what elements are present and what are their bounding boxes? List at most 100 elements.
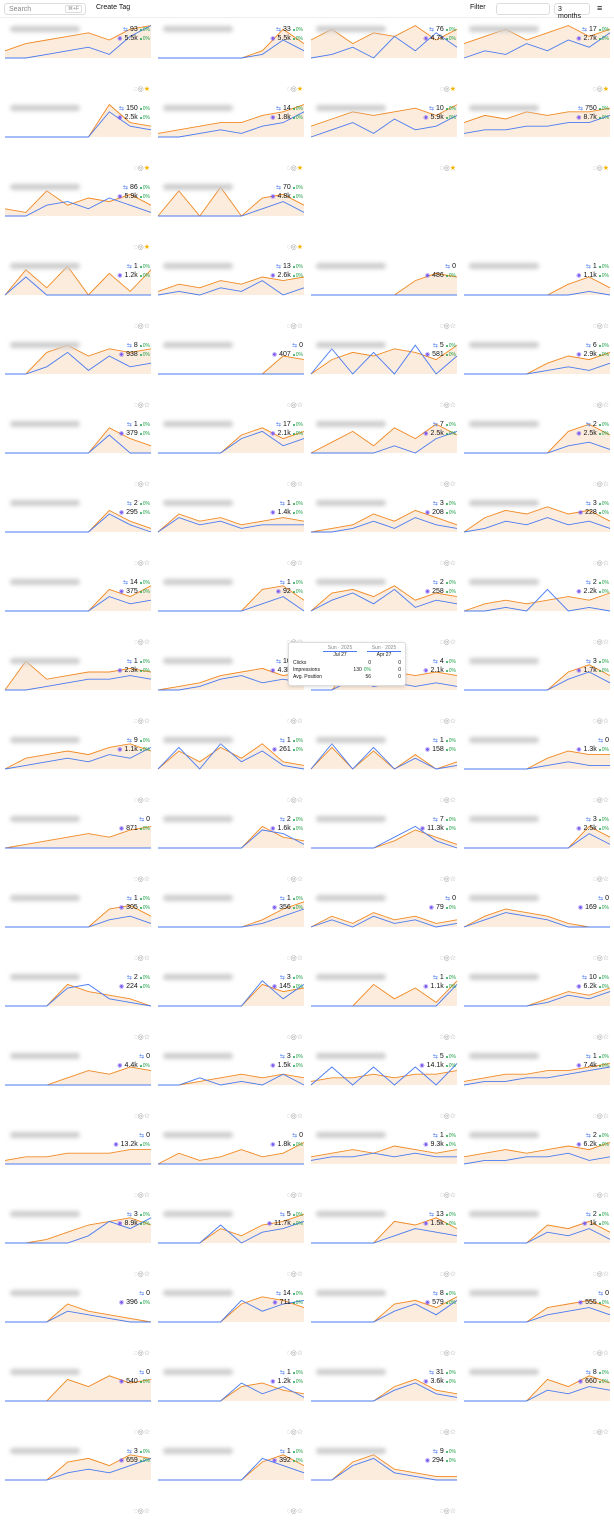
site-card[interactable]: ⇆ 31 0% ◉ 3.6k 0% ◌◎☆ <box>310 1363 458 1441</box>
site-card[interactable]: ⇆ 0 ◉ 407 0% ◌◎☆ <box>157 336 305 414</box>
site-card[interactable]: ⇆ 13 0% ◉ 1.5k 0% ◌◎☆ <box>310 1205 458 1283</box>
star-icon[interactable]: ☆ <box>296 1508 303 1515</box>
star-icon[interactable]: ☆ <box>296 1034 303 1041</box>
star-icon[interactable]: ☆ <box>143 1350 150 1357</box>
site-card[interactable]: ⇆ 2 0% ◉ 1.6k 0% ◌◎☆ <box>157 810 305 888</box>
site-card[interactable]: ⇆ 7 0% ◉ 2.5k 0% ◌◎☆ <box>310 415 458 493</box>
star-icon[interactable]: ☆ <box>449 323 456 330</box>
site-card[interactable]: ⇆ 9 0% ◉ 294 0% ◌◎☆ <box>310 1442 458 1520</box>
star-icon[interactable]: ☆ <box>143 797 150 804</box>
site-card[interactable]: ⇆ 1 0% ◉ 261 0% ◌◎☆ <box>157 731 305 809</box>
site-card[interactable]: ⇆ 2 0% ◉ 6.2k 0% ◌◎☆ <box>463 1126 611 1204</box>
star-icon[interactable]: ☆ <box>296 402 303 409</box>
star-icon[interactable]: ☆ <box>296 323 303 330</box>
site-card[interactable]: ⇆ 1 0% ◉ 158 0% ◌◎☆ <box>310 731 458 809</box>
site-card[interactable]: ⇆ 14 0% ◉ 1.8k 0% ◌◎★ <box>157 99 305 177</box>
star-icon[interactable]: ☆ <box>602 1034 609 1041</box>
star-icon[interactable]: ☆ <box>449 560 456 567</box>
filter-button[interactable]: Filter <box>470 4 486 11</box>
site-card[interactable]: ⇆ 3 0% ◉ 1.5k 0% ◌◎☆ <box>157 1047 305 1125</box>
site-card[interactable]: ⇆ 150 0% ◉ 2.5k 0% ◌◎★ <box>4 99 152 177</box>
star-icon[interactable]: ★ <box>296 244 303 251</box>
star-icon[interactable]: ★ <box>602 86 609 93</box>
star-icon[interactable]: ☆ <box>143 1429 150 1436</box>
site-card[interactable]: ⇆ 76 0% ◉ 4.7k 0% ◌◎★ <box>310 20 458 98</box>
site-card[interactable]: ⇆ 3 0% ◉ 659 0% ◌◎☆ <box>4 1442 152 1520</box>
star-icon[interactable]: ☆ <box>602 876 609 883</box>
star-icon[interactable]: ☆ <box>602 1113 609 1120</box>
site-card[interactable]: ⇆ 3 0% ◉ 228 0% ◌◎☆ <box>463 494 611 572</box>
site-card[interactable]: ⇆ 10 0% ◉ 6.2k 0% ◌◎☆ <box>463 968 611 1046</box>
star-icon[interactable]: ★ <box>143 86 150 93</box>
star-icon[interactable]: ☆ <box>602 1271 609 1278</box>
site-card[interactable]: ⇆ 93 0% ◉ 5.5k 0% ◌◎★ <box>4 20 152 98</box>
star-icon[interactable]: ☆ <box>296 1113 303 1120</box>
menu-button[interactable]: ≡ <box>597 3 603 13</box>
star-icon[interactable]: ☆ <box>296 1192 303 1199</box>
star-icon[interactable]: ☆ <box>296 1350 303 1357</box>
site-card[interactable]: ⇆ 1 0% ◉ 2.3k 0% ◌◎☆ <box>4 652 152 730</box>
site-card[interactable]: ⇆ 17 0% ◉ 2.1k 0% ◌◎☆ <box>157 415 305 493</box>
site-card[interactable]: ⇆ 5 0% ◉ 14.1k 0% ◌◎☆ <box>310 1047 458 1125</box>
star-icon[interactable]: ☆ <box>602 639 609 646</box>
site-card[interactable]: ⇆ 0 ◉ 396 0% ◌◎☆ <box>4 1284 152 1362</box>
star-icon[interactable]: ☆ <box>602 797 609 804</box>
site-card[interactable]: ⇆ 3 0% ◉ 208 0% ◌◎☆ <box>310 494 458 572</box>
site-card[interactable]: ⇆ 70 0% ◉ 4.8k 0% ◌◎★ <box>157 178 305 256</box>
site-card[interactable]: ⇆ 0 ◉ 540 0% ◌◎☆ <box>4 1363 152 1441</box>
star-icon[interactable]: ☆ <box>449 1113 456 1120</box>
star-icon[interactable]: ☆ <box>602 402 609 409</box>
site-card[interactable]: ⇆ 1 0% ◉ 7.4k 0% ◌◎☆ <box>463 1047 611 1125</box>
site-card[interactable]: ⇆ 86 0% ◉ 5.9k 0% ◌◎★ <box>4 178 152 256</box>
star-icon[interactable]: ☆ <box>143 1271 150 1278</box>
star-icon[interactable]: ☆ <box>449 1508 456 1515</box>
site-card[interactable]: ⇆ 14 0% ◉ 711 0% ◌◎☆ <box>157 1284 305 1362</box>
star-icon[interactable]: ☆ <box>449 402 456 409</box>
star-icon[interactable]: ☆ <box>143 560 150 567</box>
site-card[interactable]: ⇆ 5 0% ◉ 581 0% ◌◎☆ <box>310 336 458 414</box>
site-card[interactable]: ⇆ 2 0% ◉ 2.2k 0% ◌◎☆ <box>463 573 611 651</box>
star-icon[interactable]: ☆ <box>296 797 303 804</box>
star-icon[interactable]: ☆ <box>449 1350 456 1357</box>
star-icon[interactable]: ★ <box>296 165 303 172</box>
site-card[interactable]: ⇆ 2 0% ◉ 2.5k 0% ◌◎☆ <box>463 415 611 493</box>
site-card[interactable]: ⇆ 1 0% ◉ 1.2k 0% ◌◎☆ <box>4 257 152 335</box>
site-card[interactable]: ⇆ 0 ◉ 79 0% ◌◎☆ <box>310 889 458 967</box>
star-icon[interactable]: ☆ <box>143 718 150 725</box>
site-card[interactable]: ⇆ 8 0% ◉ 579 0% ◌◎☆ <box>310 1284 458 1362</box>
site-card[interactable]: ⇆ 1 0% ◉ 392 0% ◌◎☆ <box>157 1442 305 1520</box>
site-card[interactable]: ⇆ 33 0% ◉ 5.5k 0% ◌◎★ <box>157 20 305 98</box>
site-card[interactable]: ⇆ 1 0% ◉ 1.2k 0% ◌◎☆ <box>157 1363 305 1441</box>
site-card[interactable]: ⇆ 1 0% ◉ 356 0% ◌◎☆ <box>157 889 305 967</box>
star-icon[interactable]: ☆ <box>602 718 609 725</box>
site-card[interactable]: ⇆ 0 ◉ 4.4k 0% ◌◎☆ <box>4 1047 152 1125</box>
site-card[interactable]: ⇆ 0 ◉ 1.8k 0% ◌◎☆ <box>157 1126 305 1204</box>
site-card[interactable]: ⇆ 13 0% ◉ 2.6k 0% ◌◎☆ <box>157 257 305 335</box>
site-card[interactable]: ⇆ 0 ◉ 555 0% ◌◎☆ <box>463 1284 611 1362</box>
site-card[interactable]: ⇆ 1 0% ◉ 305 0% ◌◎☆ <box>4 889 152 967</box>
site-card[interactable]: ⇆ 2 0% ◉ 1k 0% ◌◎☆ <box>463 1205 611 1283</box>
star-icon[interactable]: ☆ <box>449 481 456 488</box>
star-icon[interactable]: ☆ <box>143 639 150 646</box>
star-icon[interactable]: ☆ <box>296 718 303 725</box>
site-card[interactable]: ⇆ 6 0% ◉ 2.9k 0% ◌◎☆ <box>463 336 611 414</box>
site-card[interactable]: ⇆ 3 0% ◉ 2.5k 0% ◌◎☆ <box>463 810 611 888</box>
star-icon[interactable]: ☆ <box>449 1271 456 1278</box>
site-card[interactable]: ⇆100%◉4.3k0%◌◎☆ <box>157 652 305 730</box>
star-icon[interactable]: ☆ <box>143 402 150 409</box>
site-card[interactable]: ⇆ 3 0% ◉ 8.9k 0% ◌◎☆ <box>4 1205 152 1283</box>
site-card[interactable]: ⇆ 10 0% ◉ 5.9k 0% ◌◎★ <box>310 99 458 177</box>
site-card[interactable]: ⇆ 750 0% ◉ 8.7k 0% ◌◎★ <box>463 99 611 177</box>
site-card[interactable]: ⇆ 0 ◉ 871 0% ◌◎☆ <box>4 810 152 888</box>
site-card[interactable]: ⇆ 14 0% ◉ 375 0% ◌◎☆ <box>4 573 152 651</box>
star-icon[interactable]: ☆ <box>296 1271 303 1278</box>
site-card[interactable]: ⇆ 0 ◉ 13.2k 0% ◌◎☆ <box>4 1126 152 1204</box>
star-icon[interactable]: ☆ <box>143 1508 150 1515</box>
create-tag-button[interactable]: Create Tag <box>96 4 130 11</box>
star-icon[interactable]: ☆ <box>143 1034 150 1041</box>
star-icon[interactable]: ☆ <box>296 1429 303 1436</box>
star-icon[interactable]: ☆ <box>449 955 456 962</box>
star-icon[interactable]: ☆ <box>143 1113 150 1120</box>
star-icon[interactable]: ☆ <box>143 323 150 330</box>
star-icon[interactable]: ★ <box>143 165 150 172</box>
